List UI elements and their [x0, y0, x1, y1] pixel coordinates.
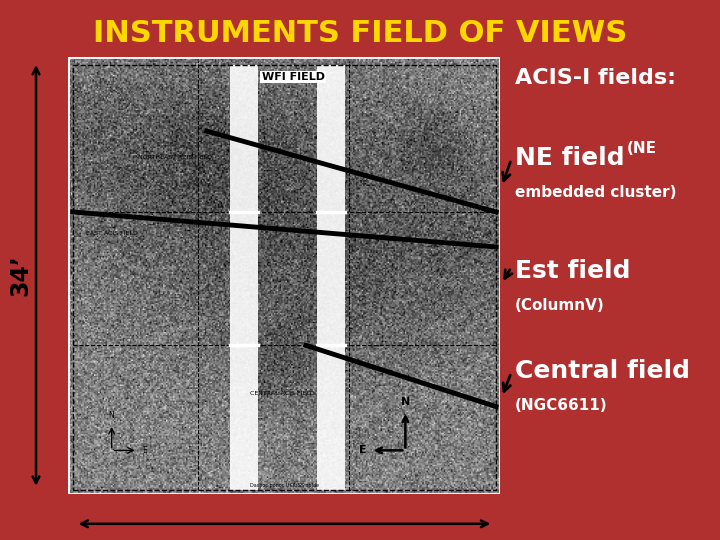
Text: 34’: 34’ — [8, 254, 32, 296]
Bar — [317, 65, 345, 490]
Text: E: E — [359, 446, 366, 455]
Text: EAST ACIS FIELD: EAST ACIS FIELD — [86, 231, 138, 237]
Text: Est field: Est field — [515, 259, 630, 283]
Bar — [230, 65, 258, 490]
Text: (ColumnV): (ColumnV) — [515, 298, 605, 313]
Text: WFI FIELD: WFI FIELD — [261, 72, 325, 82]
Text: E: E — [142, 446, 147, 455]
Text: (NGC6611): (NGC6611) — [515, 398, 608, 413]
Text: INSTRUMENTS FIELD OF VIEWS: INSTRUMENTS FIELD OF VIEWS — [93, 19, 627, 48]
Text: (NE: (NE — [626, 141, 657, 157]
Text: ACIS-I fields:: ACIS-I fields: — [515, 68, 676, 87]
Text: Central field: Central field — [515, 359, 690, 383]
Text: embedded cluster): embedded cluster) — [515, 185, 676, 200]
Text: N: N — [109, 411, 114, 420]
Text: NORTHEAST ACIS FIELD: NORTHEAST ACIS FIELD — [138, 155, 212, 160]
Text: NE field: NE field — [515, 146, 633, 170]
Text: N: N — [401, 396, 410, 407]
Text: CENTRAL ACIS FIELD: CENTRAL ACIS FIELD — [250, 391, 315, 396]
Text: Dashoc ponoc UKIUSS nolde: Dashoc ponoc UKIUSS nolde — [250, 483, 319, 488]
